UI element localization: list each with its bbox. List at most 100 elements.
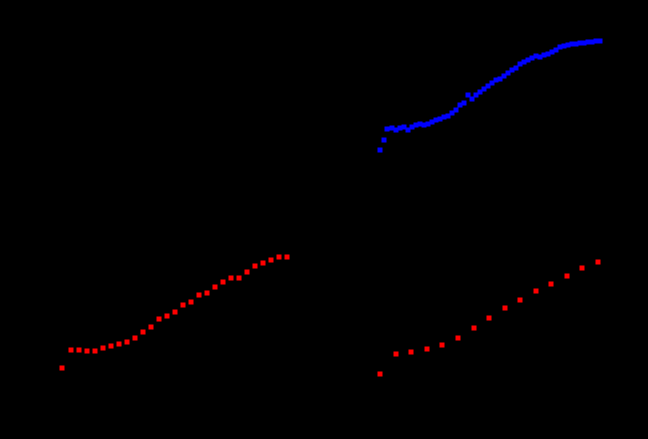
scatter-point-bottom-left-27 — [276, 254, 282, 260]
scatter-point-bottom-left-10 — [140, 329, 146, 335]
scatter-point-top-right-16 — [441, 114, 447, 120]
scatter-point-bottom-left-23 — [244, 269, 250, 275]
scatter-point-top-right-22 — [465, 92, 471, 98]
scatter-point-top-right-54 — [593, 38, 599, 44]
scatter-point-top-right-53 — [589, 39, 595, 45]
scatter-point-bottom-left-9 — [132, 335, 138, 341]
scatter-point-bottom-right-0 — [377, 371, 383, 377]
scatter-point-top-right-6 — [401, 124, 407, 130]
scatter-point-bottom-left-18 — [204, 290, 210, 296]
scatter-point-bottom-left-22 — [236, 275, 242, 281]
scatter-point-top-right-34 — [513, 65, 519, 71]
scatter-point-top-right-43 — [549, 49, 555, 55]
scatter-point-top-right-19 — [453, 107, 459, 113]
scatter-point-top-right-41 — [541, 52, 547, 58]
scatter-point-top-right-52 — [585, 39, 591, 45]
scatter-point-top-right-1 — [381, 137, 387, 143]
scatter-point-top-right-50 — [577, 40, 583, 46]
scatter-point-bottom-right-8 — [502, 305, 508, 311]
scatter-point-bottom-right-5 — [455, 335, 461, 341]
scatter-point-bottom-right-10 — [533, 288, 539, 294]
scatter-point-top-right-46 — [561, 43, 567, 49]
scatter-point-bottom-right-6 — [471, 325, 477, 331]
scatter-point-top-right-9 — [413, 122, 419, 128]
scatter-point-top-right-37 — [525, 57, 531, 63]
scatter-point-bottom-left-19 — [212, 284, 218, 290]
scatter-point-top-right-15 — [437, 116, 443, 122]
scatter-point-top-right-8 — [409, 124, 415, 130]
scatter-point-top-right-47 — [565, 42, 571, 48]
scatter-point-bottom-right-3 — [424, 346, 430, 352]
scatter-point-bottom-left-26 — [268, 257, 274, 263]
scatter-point-bottom-right-13 — [579, 265, 585, 271]
scatter-point-top-right-32 — [505, 70, 511, 76]
scatter-point-top-right-27 — [485, 83, 491, 89]
scatter-point-bottom-left-17 — [196, 292, 202, 298]
scatter-point-top-right-4 — [393, 127, 399, 133]
scatter-point-bottom-left-5 — [100, 345, 106, 351]
scatter-point-top-right-17 — [445, 113, 451, 119]
scatter-point-top-right-18 — [449, 110, 455, 116]
scatter-point-bottom-left-25 — [260, 260, 266, 266]
scatter-point-top-right-42 — [545, 51, 551, 57]
scatter-point-top-right-44 — [553, 47, 559, 53]
scatter-point-top-right-12 — [425, 121, 431, 127]
scatter-point-bottom-left-24 — [252, 263, 258, 269]
scatter-point-bottom-right-4 — [439, 342, 445, 348]
scatter-point-bottom-left-8 — [124, 339, 130, 345]
scatter-point-top-right-40 — [537, 54, 543, 60]
scatter-point-bottom-left-6 — [108, 343, 114, 349]
scatter-point-bottom-right-1 — [393, 351, 399, 357]
scatter-point-top-right-33 — [509, 67, 515, 73]
panel-bottom-right-scatter — [377, 259, 601, 377]
scatter-point-bottom-left-0 — [59, 365, 65, 371]
scatter-point-bottom-left-13 — [164, 313, 170, 319]
scatter-point-top-right-28 — [489, 80, 495, 86]
scatter-point-top-right-2 — [384, 126, 390, 132]
scatter-point-top-right-5 — [397, 125, 403, 131]
scatter-point-top-right-13 — [429, 119, 435, 125]
scatter-point-bottom-right-9 — [517, 297, 523, 303]
scatter-point-bottom-right-7 — [486, 315, 492, 321]
scatter-point-top-right-51 — [581, 40, 587, 46]
scatter-point-top-right-23 — [469, 96, 475, 102]
scatter-point-bottom-left-11 — [148, 324, 154, 330]
scatter-point-top-right-35 — [517, 61, 523, 67]
scatter-point-top-right-39 — [533, 53, 539, 59]
scatter-point-bottom-left-20 — [220, 279, 226, 285]
scatter-point-bottom-left-15 — [180, 302, 186, 308]
scatter-point-top-right-55 — [597, 38, 603, 44]
scatter-point-top-right-26 — [481, 86, 487, 92]
scatter-point-top-right-49 — [573, 41, 579, 47]
scatter-point-top-right-24 — [473, 92, 479, 98]
scatter-point-bottom-left-2 — [76, 347, 82, 353]
scatter-point-top-right-7 — [405, 127, 411, 133]
scatter-point-bottom-right-12 — [564, 273, 570, 279]
scatter-point-top-right-25 — [477, 89, 483, 95]
scatter-point-bottom-left-14 — [172, 309, 178, 315]
scatter-point-top-right-29 — [493, 77, 499, 83]
scatter-point-bottom-left-12 — [156, 316, 162, 322]
panel-top-right-scatter — [377, 38, 603, 153]
scatter-point-top-right-48 — [569, 41, 575, 47]
scatter-point-bottom-right-2 — [408, 349, 414, 355]
scatter-point-top-right-14 — [433, 117, 439, 123]
scatter-point-bottom-left-28 — [284, 254, 290, 260]
scatter-point-top-right-38 — [529, 55, 535, 61]
scatter-point-top-right-31 — [501, 73, 507, 79]
scatter-point-bottom-left-21 — [228, 275, 234, 281]
scatter-point-top-right-0 — [377, 147, 383, 153]
scatter-point-bottom-left-4 — [92, 348, 98, 354]
scatter-point-top-right-3 — [389, 125, 395, 131]
scatter-point-bottom-left-3 — [84, 348, 90, 354]
scatter-point-top-right-21 — [461, 100, 467, 106]
panel-bottom-left-scatter — [59, 254, 290, 371]
scatter-point-bottom-right-14 — [595, 259, 601, 265]
scatter-point-bottom-left-7 — [116, 341, 122, 347]
scatter-point-top-right-11 — [421, 122, 427, 128]
scatter-point-bottom-left-16 — [188, 299, 194, 305]
scatter-point-top-right-20 — [457, 102, 463, 108]
scatter-point-top-right-10 — [417, 121, 423, 127]
